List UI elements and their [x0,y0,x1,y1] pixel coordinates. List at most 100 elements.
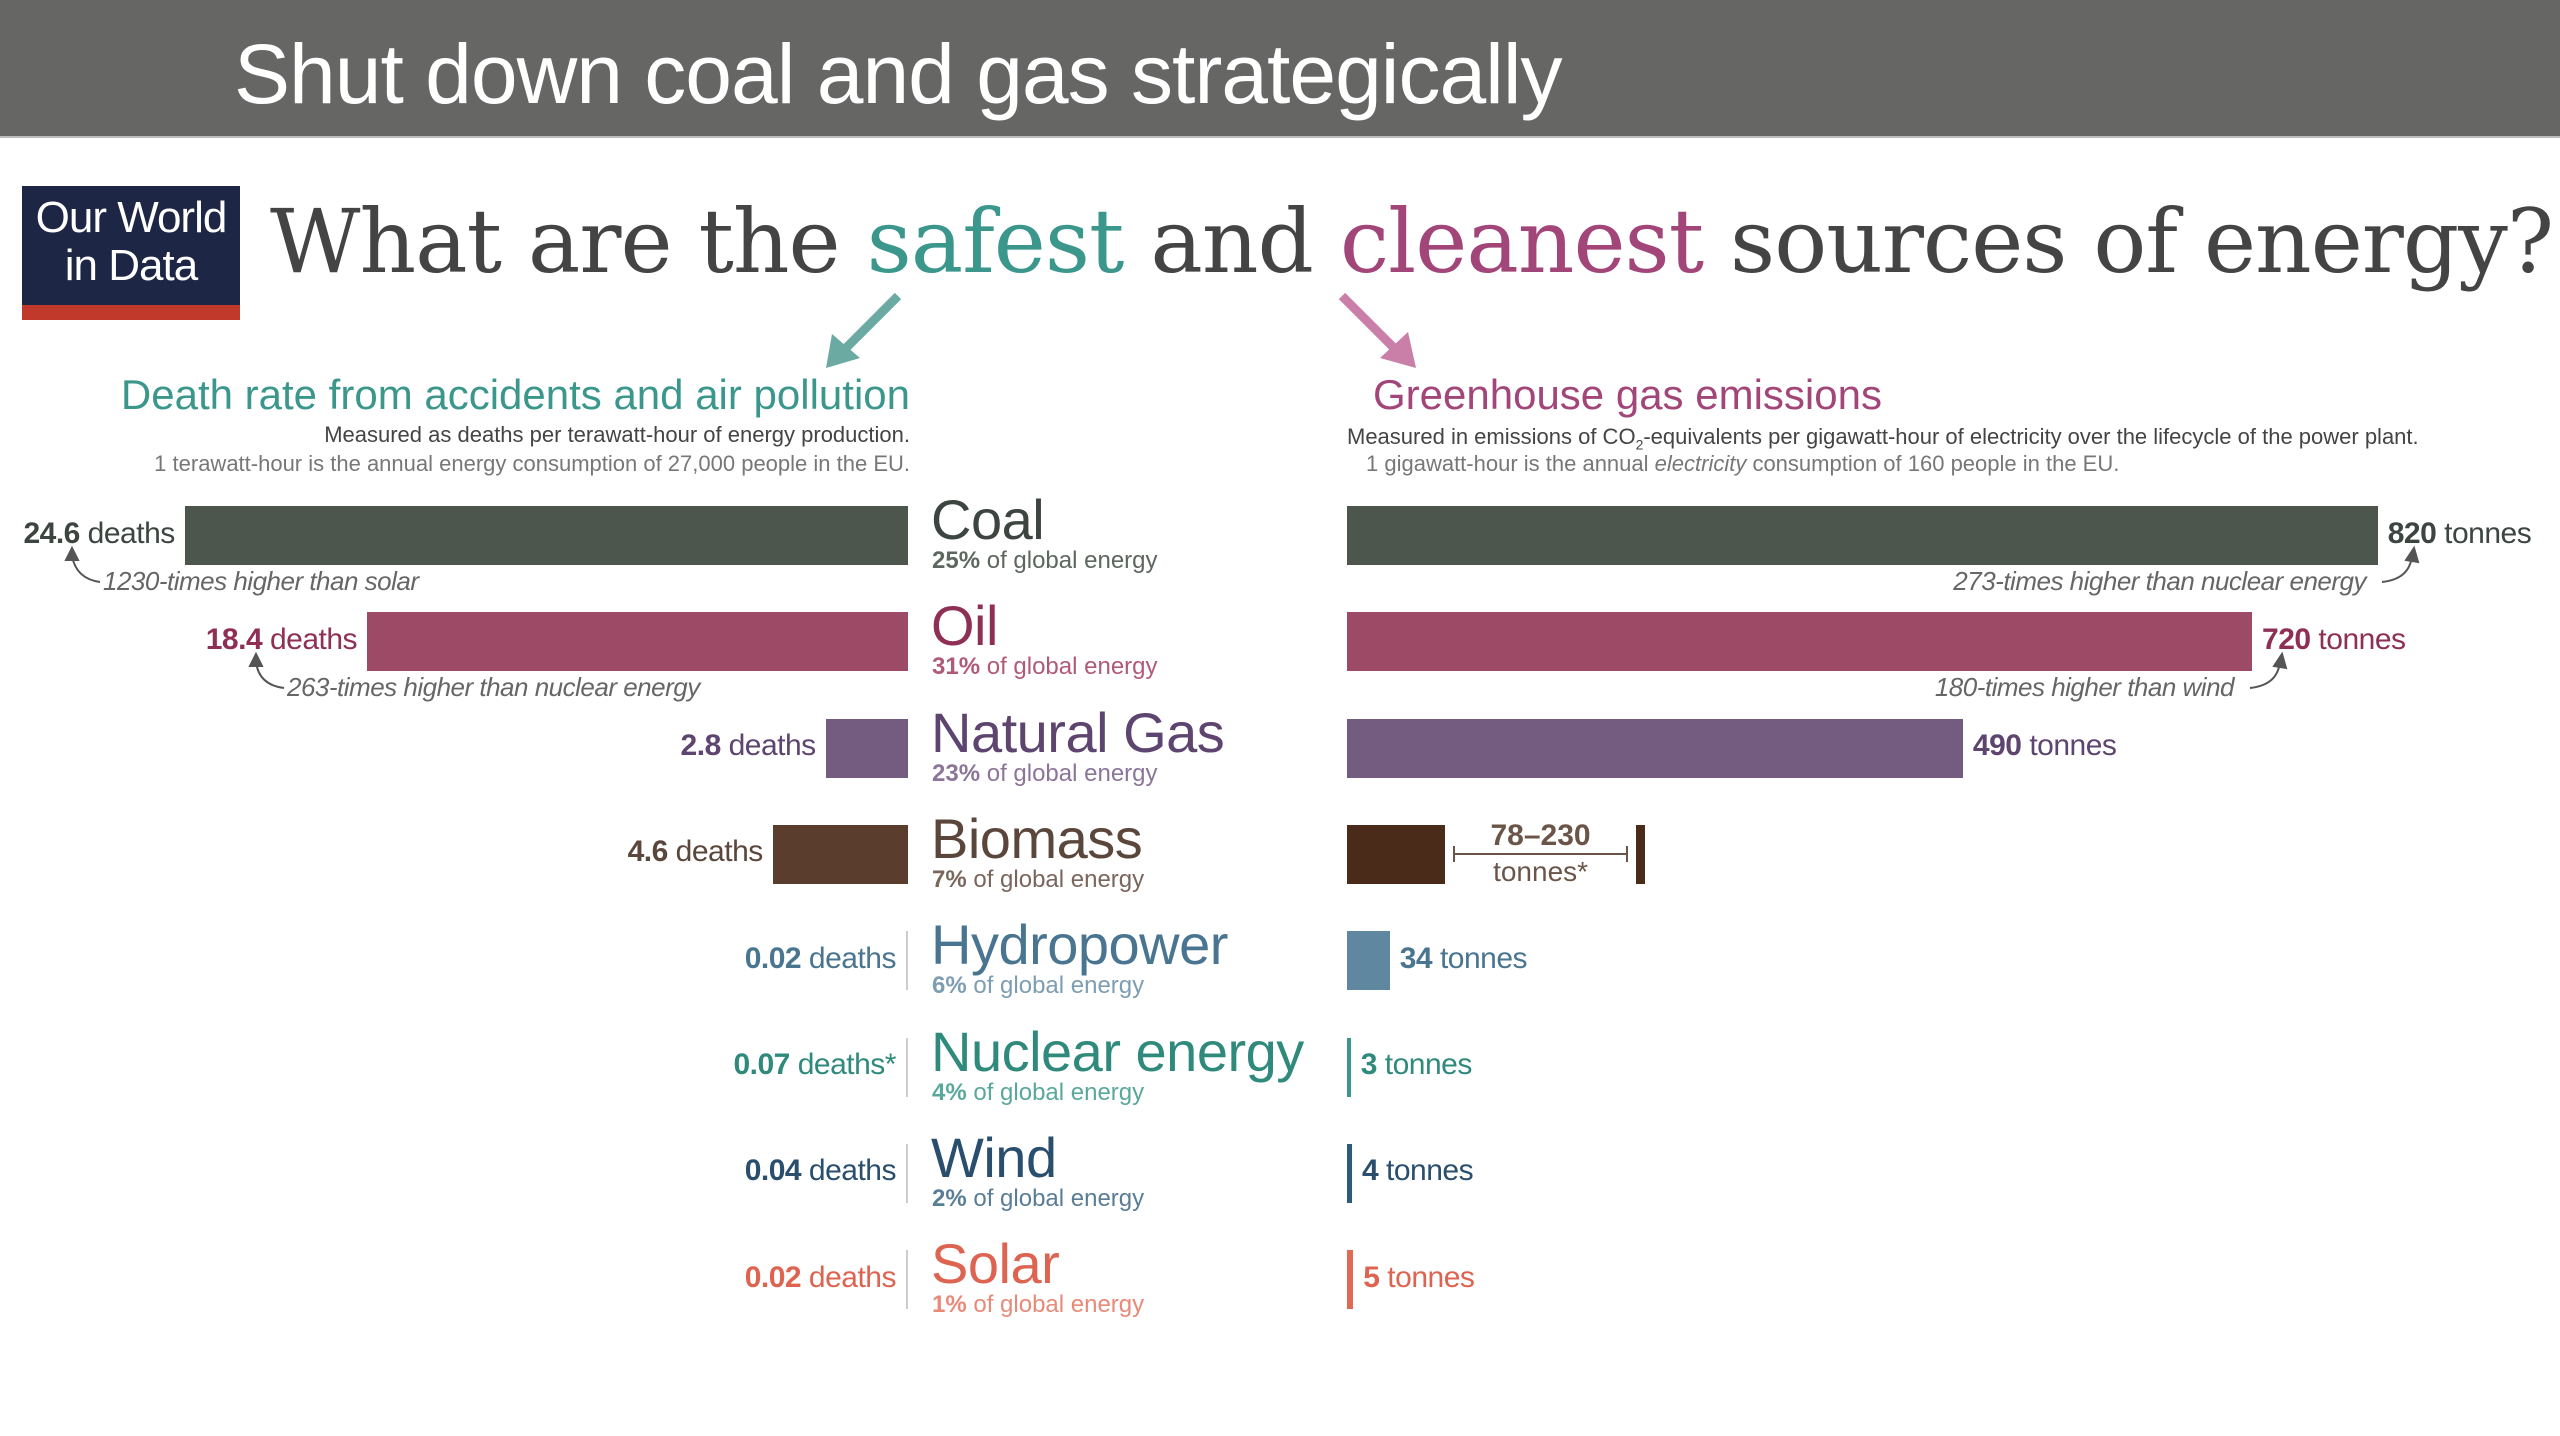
share-value: 31% [932,653,981,681]
death-value: 4.6 [627,835,669,869]
left-panel-title: Death rate from accidents and air pollut… [120,371,910,418]
share-text: of global energy [966,1078,1145,1106]
oil-ghg-annotation: 180-times higher than wind [1934,672,2235,702]
death-label-biomass: 4.6 deaths [627,835,764,869]
biomass-range-end-bar [1636,824,1646,884]
death-bar-biomass [772,824,908,884]
death-bar-oil [367,612,908,672]
biomass-range-tick-right [1626,846,1629,863]
ghg-label-oil: 720 tonnes [2262,622,2406,656]
death-label-hydropower: 0.02 deaths [744,941,897,975]
death-label-oil: 18.4 deaths [206,622,358,656]
source-name-oil: Oil [931,594,998,658]
share-text: of global energy [966,865,1145,893]
headline-part3: sources of energy? [1703,190,2554,293]
source-share-oil: 31% of global energy [932,655,1158,679]
right-panel-subtitle: Measured in emissions of CO2-equivalents… [1347,424,2419,453]
share-value: 4% [932,1078,967,1106]
source-name-natural-gas: Natural Gas [931,700,1225,764]
ghg-label-coal: 820 tonnes [2387,516,2532,550]
left-panel-subtitle: Measured as deaths per terawatt-hour of … [324,422,910,447]
oil-death-annotation: 263-times higher than nuclear energy [287,672,700,702]
slide-header: Shut down coal and gas strategically [0,0,2560,138]
share-text: of global energy [980,759,1158,787]
right-panel-note: 1 gigawatt-hour is the annual electricit… [1366,451,2120,476]
share-value: 25% [932,547,981,574]
ghg-unit: tonnes [2436,516,2532,550]
ghg-value: 5 [1363,1260,1380,1294]
death-value: 0.04 [744,1154,802,1188]
coal-ghg-annotation: 273-times higher than nuclear energy [1953,566,2366,596]
logo-line1: Our World [35,193,228,242]
source-name-coal: Coal [931,488,1045,551]
death-unit: deaths [801,941,897,975]
source-name-wind: Wind [931,1125,1057,1189]
source-name-solar: Solar [931,1232,1060,1296]
headline-part2: and [1123,190,1340,293]
safest-arrow-icon [826,292,902,368]
ghg-value: 490 [1972,729,2022,763]
ghg-bar-nuclear-energy [1347,1037,1351,1097]
death-value: 0.07 [733,1048,790,1081]
source-name-hydropower: Hydropower [931,913,1228,977]
ghg-bar-coal [1347,506,2378,565]
ghg-value: 720 [2262,622,2311,656]
ghg-bar-hydropower [1347,931,1390,991]
share-value: 7% [932,865,967,893]
death-label-nuclear-energy: 0.07 deaths* [733,1048,896,1081]
ghg-unit: tonnes [1379,1260,1475,1294]
source-name-nuclear-energy: Nuclear energy [931,1019,1304,1083]
ghg-unit: tonnes [2021,729,2117,763]
ghg-bar-oil [1347,612,2253,672]
source-share-biomass: 7% of global energy [932,865,1145,893]
share-value: 2% [932,1184,967,1212]
coal-death-annotation: 1230-times higher than solar [103,566,419,596]
share-text: of global energy [966,972,1145,1000]
ghg-bar-natural-gas [1347,718,1963,778]
death-bar-nuclear-energy [905,1037,908,1097]
ghg-unit: tonnes [2310,622,2406,656]
ghg-label-natural-gas: 490 tonnes [1972,729,2117,763]
biomass-range-value: 78–230 [1490,818,1591,852]
death-bar-wind [906,1143,908,1203]
source-share-natural-gas: 23% of global energy [932,759,1158,787]
ghg-label-nuclear-energy: 3 tonnes [1360,1048,1473,1081]
cleanest-arrow-icon [1338,292,1416,368]
share-value: 6% [932,972,967,1000]
death-unit: deaths [262,622,358,656]
ghg-value: 820 [2387,516,2437,550]
source-share-nuclear-energy: 4% of global energy [932,1078,1145,1106]
death-value: 0.02 [744,1260,802,1294]
share-value: 23% [932,759,981,787]
death-unit: deaths [79,516,176,550]
source-name-biomass: Biomass [931,806,1143,870]
ghg-value: 3 [1360,1048,1378,1081]
death-label-coal: 24.6 deaths [23,516,176,550]
ghg-unit: tonnes [1376,1048,1473,1081]
ghg-value: 4 [1362,1154,1379,1188]
death-bar-natural-gas [825,718,908,778]
chart-headline: What are the safest and cleanest sources… [270,190,2554,293]
ghg-bar-biomass [1347,824,1446,884]
owid-logo: Our World in Data [22,186,240,320]
death-value: 0.02 [744,941,802,975]
headline-cleanest: cleanest [1339,190,1704,293]
death-label-wind: 0.04 deaths [744,1154,897,1188]
source-share-wind: 2% of global energy [932,1184,1145,1212]
share-value: 1% [932,1291,967,1319]
share-text: of global energy [966,1184,1145,1212]
death-unit: deaths [667,835,764,869]
ghg-label-hydropower: 34 tonnes [1400,941,1528,975]
death-unit: deaths [801,1260,897,1294]
death-label-solar: 0.02 deaths [744,1260,897,1294]
death-value: 2.8 [680,729,722,763]
share-text: of global energy [966,1291,1145,1319]
death-unit: deaths [720,729,817,763]
share-text: of global energy [980,653,1158,681]
ghg-unit: tonnes [1432,941,1528,975]
death-value: 24.6 [23,516,80,550]
death-bar-hydropower [906,931,908,991]
source-share-coal: 25% of global energy [932,549,1158,573]
biomass-range-unit: tonnes* [1493,856,1589,888]
